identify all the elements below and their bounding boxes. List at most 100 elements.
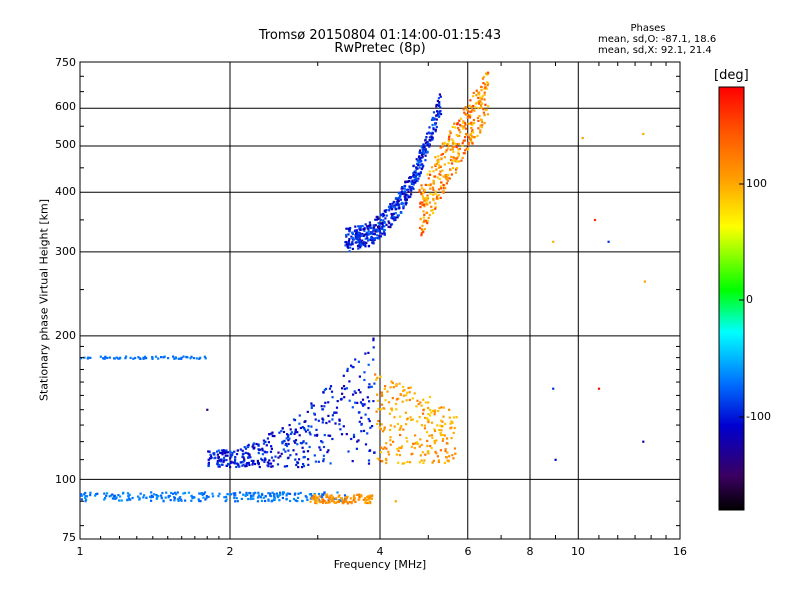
data-point bbox=[381, 232, 384, 235]
data-point bbox=[433, 411, 436, 414]
data-point bbox=[138, 497, 141, 500]
data-point bbox=[445, 442, 448, 445]
data-point bbox=[336, 491, 339, 494]
data-point bbox=[378, 223, 381, 226]
data-point bbox=[222, 449, 225, 452]
data-point bbox=[376, 422, 379, 426]
data-point bbox=[212, 452, 215, 455]
data-point bbox=[324, 401, 327, 404]
data-point bbox=[453, 145, 456, 148]
data-point bbox=[238, 465, 241, 468]
data-point bbox=[358, 234, 361, 237]
data-point bbox=[472, 91, 475, 94]
data-point bbox=[354, 241, 357, 244]
data-point bbox=[419, 401, 422, 404]
data-point bbox=[395, 398, 398, 401]
data-point bbox=[442, 175, 445, 178]
data-point bbox=[384, 209, 387, 212]
data-point bbox=[412, 172, 415, 175]
data-point bbox=[418, 190, 421, 193]
data-point bbox=[379, 231, 382, 234]
data-point bbox=[421, 224, 424, 227]
data-point bbox=[85, 495, 89, 498]
data-point bbox=[207, 458, 210, 461]
data-point bbox=[323, 405, 326, 408]
data-point bbox=[231, 453, 234, 456]
data-point bbox=[356, 236, 359, 239]
data-point bbox=[376, 215, 379, 219]
data-point bbox=[453, 157, 456, 160]
data-point bbox=[310, 495, 313, 498]
data-point bbox=[313, 412, 316, 415]
data-point bbox=[390, 216, 393, 219]
data-point bbox=[222, 451, 225, 454]
data-point bbox=[433, 428, 436, 431]
data-point bbox=[432, 193, 435, 196]
data-point bbox=[295, 453, 298, 456]
data-point bbox=[478, 93, 481, 96]
data-point bbox=[462, 152, 465, 155]
data-point bbox=[391, 202, 394, 205]
data-point bbox=[448, 455, 451, 458]
data-point bbox=[397, 397, 400, 400]
data-point bbox=[102, 357, 105, 360]
data-point bbox=[322, 454, 325, 457]
data-point bbox=[470, 140, 473, 143]
data-point bbox=[432, 111, 436, 114]
data-point bbox=[426, 219, 429, 222]
data-point bbox=[295, 463, 298, 467]
data-point bbox=[310, 402, 313, 405]
data-point bbox=[458, 129, 461, 132]
data-point bbox=[251, 463, 254, 466]
data-point bbox=[313, 454, 316, 457]
data-point bbox=[389, 386, 392, 389]
data-point bbox=[292, 418, 296, 421]
data-point bbox=[294, 428, 297, 431]
data-point bbox=[352, 499, 355, 502]
data-point bbox=[432, 459, 435, 462]
data-point bbox=[442, 190, 445, 193]
data-point bbox=[421, 163, 424, 166]
data-point bbox=[390, 380, 393, 383]
data-point bbox=[373, 233, 376, 236]
data-point bbox=[358, 236, 361, 239]
data-point bbox=[263, 460, 266, 463]
data-point bbox=[477, 119, 480, 122]
data-point bbox=[267, 499, 270, 502]
data-point bbox=[173, 357, 176, 360]
data-point bbox=[351, 236, 354, 239]
data-point bbox=[177, 499, 180, 502]
data-point bbox=[322, 445, 326, 449]
data-point bbox=[368, 232, 371, 235]
data-point bbox=[464, 123, 467, 126]
data-point bbox=[378, 458, 381, 461]
data-point bbox=[256, 461, 260, 464]
data-point bbox=[129, 498, 132, 501]
data-point bbox=[257, 463, 260, 466]
data-point bbox=[176, 491, 179, 494]
data-point bbox=[426, 194, 429, 197]
data-point bbox=[454, 142, 457, 145]
data-point bbox=[414, 169, 417, 172]
data-point bbox=[458, 119, 461, 122]
data-point bbox=[411, 397, 414, 400]
data-point bbox=[440, 429, 443, 432]
data-point bbox=[404, 202, 407, 205]
data-point bbox=[220, 452, 223, 455]
data-point bbox=[327, 414, 330, 417]
data-point bbox=[403, 195, 406, 198]
data-point bbox=[345, 227, 348, 230]
data-point bbox=[279, 491, 282, 494]
data-point bbox=[160, 356, 163, 359]
data-point bbox=[94, 494, 97, 497]
data-point bbox=[406, 180, 409, 183]
data-point bbox=[439, 185, 442, 188]
data-point bbox=[143, 494, 146, 497]
data-point bbox=[108, 356, 111, 359]
data-point bbox=[389, 436, 392, 439]
data-point bbox=[377, 419, 380, 423]
data-point bbox=[439, 170, 442, 173]
data-point bbox=[364, 223, 367, 226]
data-point bbox=[321, 441, 324, 444]
data-point bbox=[420, 404, 423, 407]
